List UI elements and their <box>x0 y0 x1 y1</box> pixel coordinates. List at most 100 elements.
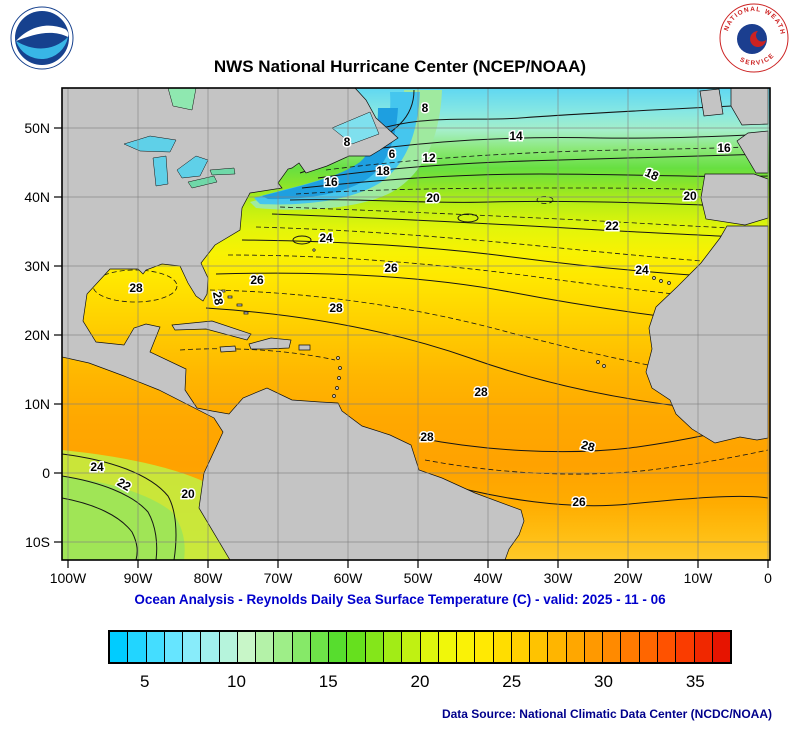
contour-label: 20 <box>683 189 697 203</box>
contour-label: 14 <box>509 129 523 143</box>
nws-logo: NATIONAL WEATHER SERVICE <box>719 3 789 73</box>
lon-label: 30W <box>544 570 574 586</box>
lon-label: 40W <box>474 570 504 586</box>
contour-label: 20 <box>426 191 440 205</box>
lon-label: 70W <box>264 570 294 586</box>
colorbar-cell <box>530 632 549 662</box>
land-iberia <box>700 173 769 226</box>
lat-label: 20N <box>24 327 50 343</box>
colorbar-cell <box>402 632 421 662</box>
colorbar-tick-label: 10 <box>227 672 246 691</box>
colorbar-cell <box>183 632 202 662</box>
map-subtitle: Ocean Analysis - Reynolds Daily Sea Surf… <box>134 592 666 607</box>
colorbar-cell <box>548 632 567 662</box>
colorbar-cell <box>493 632 512 662</box>
colorbar-tick-label: 20 <box>410 672 430 691</box>
lat-label: 10S <box>25 534 50 550</box>
axes: 50N 40N 30N 20N 10N 0 10S 100W 90W 80W 70W 60W 50W 40… <box>24 120 772 586</box>
colorbar-cell <box>584 632 604 662</box>
colorbar-tick-label: 30 <box>594 672 613 691</box>
lat-label: 40N <box>24 189 50 205</box>
colorbar-cell <box>420 632 439 662</box>
colorbar-tick-label: 15 <box>318 672 338 691</box>
colorbar-cell <box>603 632 622 662</box>
colorbar-cell <box>475 632 494 662</box>
colorbar-cell <box>676 632 695 662</box>
lon-label: 90W <box>124 570 154 586</box>
colorbar-scale <box>108 630 732 664</box>
colorbar-cell <box>292 632 311 662</box>
contour-label: 28 <box>129 281 143 295</box>
colorbar-cell <box>164 632 184 662</box>
colorbar-tick-label: 5 <box>139 672 150 691</box>
landmasses <box>61 87 769 561</box>
colorbar-cell <box>639 632 658 662</box>
colorbar-cell <box>146 632 165 662</box>
lat-label: 10N <box>24 396 50 412</box>
colorbar-cell <box>383 632 403 662</box>
lake-erie <box>187 175 218 189</box>
lake-michigan <box>152 155 169 187</box>
colorbar-cell <box>310 632 330 662</box>
colorbar-cell <box>566 632 585 662</box>
land-puerto-rico <box>298 344 311 351</box>
contour-label: 12 <box>422 151 436 165</box>
land-jamaica <box>219 345 237 353</box>
contour-label: 28 <box>329 301 343 315</box>
nws-hurricane-icon <box>750 31 766 47</box>
lake-ontario <box>209 167 236 176</box>
colorbar-cell <box>438 632 458 662</box>
land-hispaniola <box>248 337 292 350</box>
contour-label: 24 <box>635 263 649 277</box>
noaa-gull-icon <box>16 25 69 41</box>
colorbar-cell <box>457 632 476 662</box>
colorbar-cell <box>621 632 640 662</box>
land-africa <box>645 225 769 444</box>
colorbar-cell <box>712 632 731 662</box>
contour-label: 24 <box>319 231 333 245</box>
contour-label: 8 <box>422 101 429 115</box>
lon-label: 50W <box>404 570 434 586</box>
colorbar-labels: 5 10 15 20 25 30 35 <box>108 672 732 698</box>
contour-label: 16 <box>717 141 731 155</box>
colorbar-cell <box>237 632 257 662</box>
contour-label: 16 <box>324 175 338 189</box>
colorbar-cell <box>110 632 129 662</box>
colorbar-tick-label: 25 <box>502 672 522 691</box>
page-title: NWS National Hurricane Center (NCEP/NOAA… <box>213 57 587 76</box>
noaa-sea-icon <box>16 37 68 60</box>
lon-label: 20W <box>614 570 644 586</box>
noaa-logo <box>10 6 74 70</box>
colorbar-cell <box>219 632 238 662</box>
lake-huron <box>176 155 209 179</box>
lake-superior <box>123 135 177 153</box>
contour-label: 22 <box>605 219 619 233</box>
lat-label: 0 <box>42 465 50 481</box>
contour-label: 26 <box>250 273 264 287</box>
plot-border <box>61 87 771 561</box>
data-source: Data Source: National Climatic Data Cent… <box>441 707 772 721</box>
colorbar-cell <box>511 632 531 662</box>
lon-label: 0 <box>764 570 772 586</box>
colorbar-cell <box>256 632 275 662</box>
colorbar-cell <box>201 632 220 662</box>
colorbar-cell <box>128 632 147 662</box>
contour-label: 28 <box>420 430 434 444</box>
lon-label: 10W <box>684 570 714 586</box>
colorbar-tick-label: 35 <box>685 672 705 691</box>
land-ireland <box>699 88 724 117</box>
land-americas <box>61 87 525 561</box>
contour-label: 28 <box>580 438 597 455</box>
colorbar-cell <box>329 632 348 662</box>
contour-label: 26 <box>572 495 586 509</box>
lat-label: 30N <box>24 258 50 274</box>
contour-label: 8 <box>344 135 351 149</box>
contour-label: 20 <box>181 487 195 501</box>
contour-label: 28 <box>474 385 488 399</box>
colorbar-cell <box>694 632 713 662</box>
contour-label: 18 <box>376 164 390 178</box>
pacific-cool-overlay <box>62 450 230 560</box>
lon-label: 60W <box>334 570 364 586</box>
